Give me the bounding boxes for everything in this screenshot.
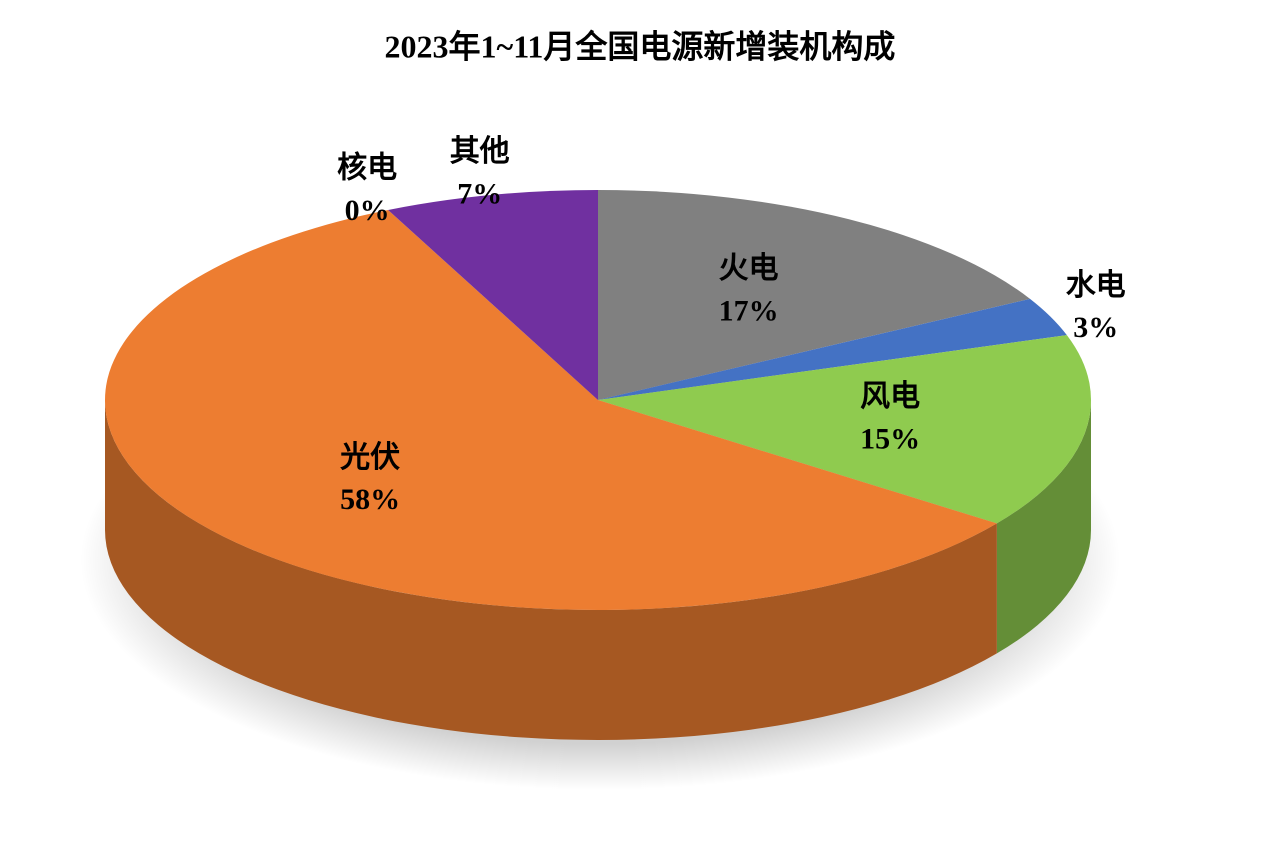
slice-side: [996, 400, 1091, 654]
value-label: 58%: [340, 483, 400, 516]
value-label: 7%: [457, 177, 502, 210]
chart-title: 2023年1~11月全国电源新增装机构成: [385, 28, 896, 64]
value-label: 15%: [860, 423, 920, 456]
slice-side: [105, 400, 997, 740]
category-label: 风电: [860, 379, 920, 414]
category-label: 火电: [719, 251, 779, 286]
value-label: 17%: [719, 294, 779, 327]
tops: [104, 190, 1091, 610]
category-label: 水电: [1066, 268, 1126, 303]
category-label: 光伏: [340, 440, 400, 475]
slice: [388, 190, 598, 400]
value-label: 3%: [1073, 311, 1118, 344]
slice: [104, 209, 997, 610]
category-label: 其他: [450, 134, 510, 169]
category-label: 核电: [337, 150, 397, 185]
value-label: 0%: [345, 194, 390, 227]
slice: [598, 190, 1031, 400]
labels: 火电 17% 水电 3% 风电 15% 光伏 58% 核电 0% 其他 7%: [337, 134, 1126, 516]
sides: [105, 400, 1091, 740]
slice: [598, 335, 1091, 524]
slice: [598, 298, 1067, 400]
